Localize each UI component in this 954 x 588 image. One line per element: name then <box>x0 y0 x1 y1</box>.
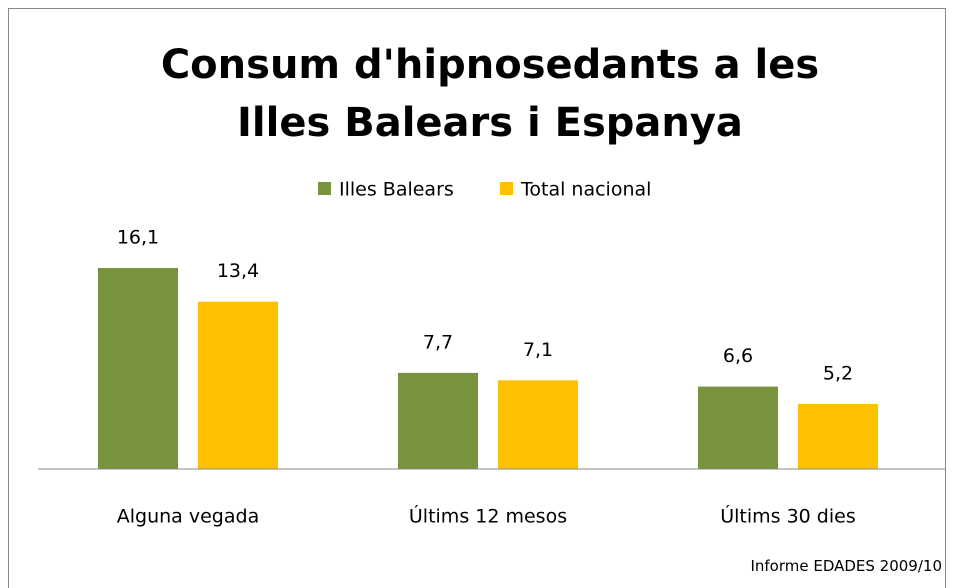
x-tick-label: Alguna vegada <box>117 506 259 528</box>
bar <box>98 268 178 469</box>
legend-label: Total nacional <box>520 179 651 201</box>
source-note: Informe EDADES 2009/10 <box>750 557 942 575</box>
chart-title: Consum d'hipnosedants a les Illes Balear… <box>160 42 820 146</box>
chart-frame <box>8 8 946 588</box>
bar <box>198 301 278 469</box>
bar <box>498 380 578 469</box>
legend-label: Illes Balears <box>339 179 454 201</box>
bar <box>398 372 478 469</box>
data-label: 6,6 <box>723 345 753 367</box>
legend-swatch <box>500 182 513 195</box>
x-tick-label: Últims 30 dies <box>720 504 856 528</box>
x-tick-label: Últims 12 mesos <box>409 504 567 528</box>
bar <box>798 404 878 469</box>
data-label: 13,4 <box>217 260 259 282</box>
bar <box>698 386 778 469</box>
data-label: 16,1 <box>117 227 159 249</box>
legend-swatch <box>318 182 331 195</box>
data-label: 7,1 <box>523 339 553 361</box>
data-label: 5,2 <box>823 363 853 385</box>
data-label: 7,7 <box>423 331 453 353</box>
